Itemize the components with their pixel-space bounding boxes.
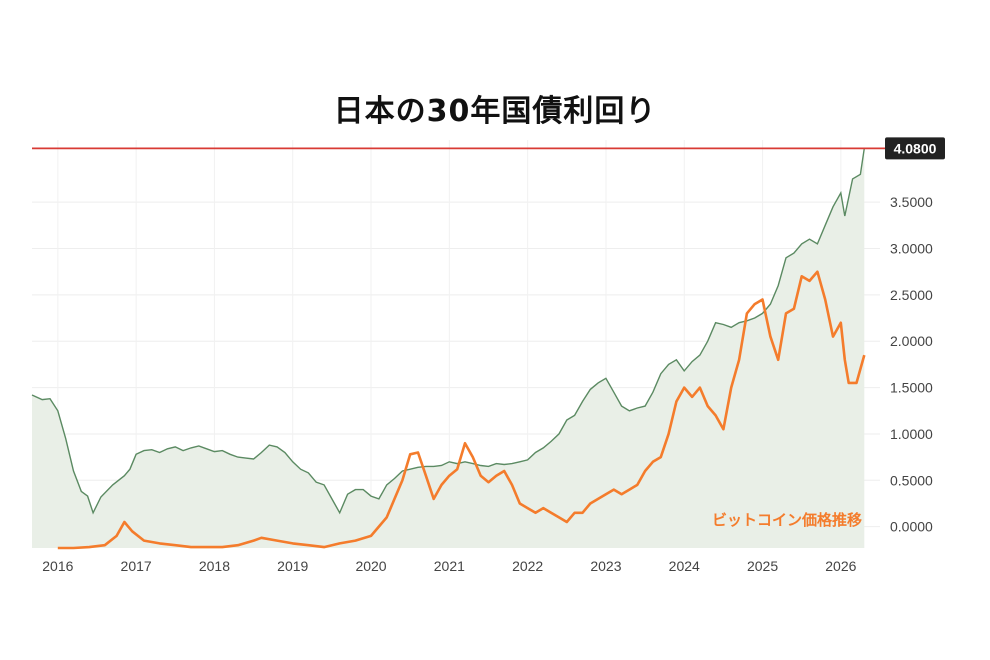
- y-tick-label: 0.5000: [890, 472, 933, 488]
- x-axis-ticks: 2016 2017 2018 2019 2020 2021 2022 2023 2024 2025…: [42, 558, 856, 574]
- y-tick-label: 1.0000: [890, 426, 933, 442]
- x-tick-label: 2024: [669, 558, 700, 574]
- x-tick-label: 2016: [42, 558, 73, 574]
- x-tick-label: 2019: [277, 558, 308, 574]
- x-tick-label: 2018: [199, 558, 230, 574]
- y-tick-label: 0.0000: [890, 519, 933, 535]
- yield-area: [32, 148, 865, 549]
- y-tick-label: 3.5000: [890, 194, 933, 210]
- x-tick-label: 2022: [512, 558, 543, 574]
- x-tick-label: 2026: [825, 558, 856, 574]
- y-tick-label: 2.5000: [890, 287, 933, 303]
- x-tick-label: 2020: [355, 558, 386, 574]
- x-tick-label: 2017: [121, 558, 152, 574]
- x-tick-label: 2021: [434, 558, 465, 574]
- x-tick-label: 2023: [590, 558, 621, 574]
- yield-line: [31, 148, 865, 515]
- threshold-badge-label: 4.0800: [894, 140, 937, 156]
- threshold-badge-bg: [885, 137, 945, 160]
- y-axis-ticks: 0.0000 0.5000 1.0000 1.5000 2.0000 2.5000 3.00…: [890, 194, 933, 535]
- bitcoin-line: [57, 270, 866, 550]
- threshold-badge: 4.0800: [885, 137, 945, 160]
- y-tick-label: 3.0000: [890, 240, 933, 256]
- chart-title: 日本の30年国債利回り: [333, 94, 657, 129]
- x-tick-label: 2025: [747, 558, 778, 574]
- y-tick-label: 1.5000: [890, 380, 933, 396]
- y-tick-label: 2.0000: [890, 333, 933, 349]
- bitcoin-annotation: ビットコイン価格推移: [712, 511, 862, 529]
